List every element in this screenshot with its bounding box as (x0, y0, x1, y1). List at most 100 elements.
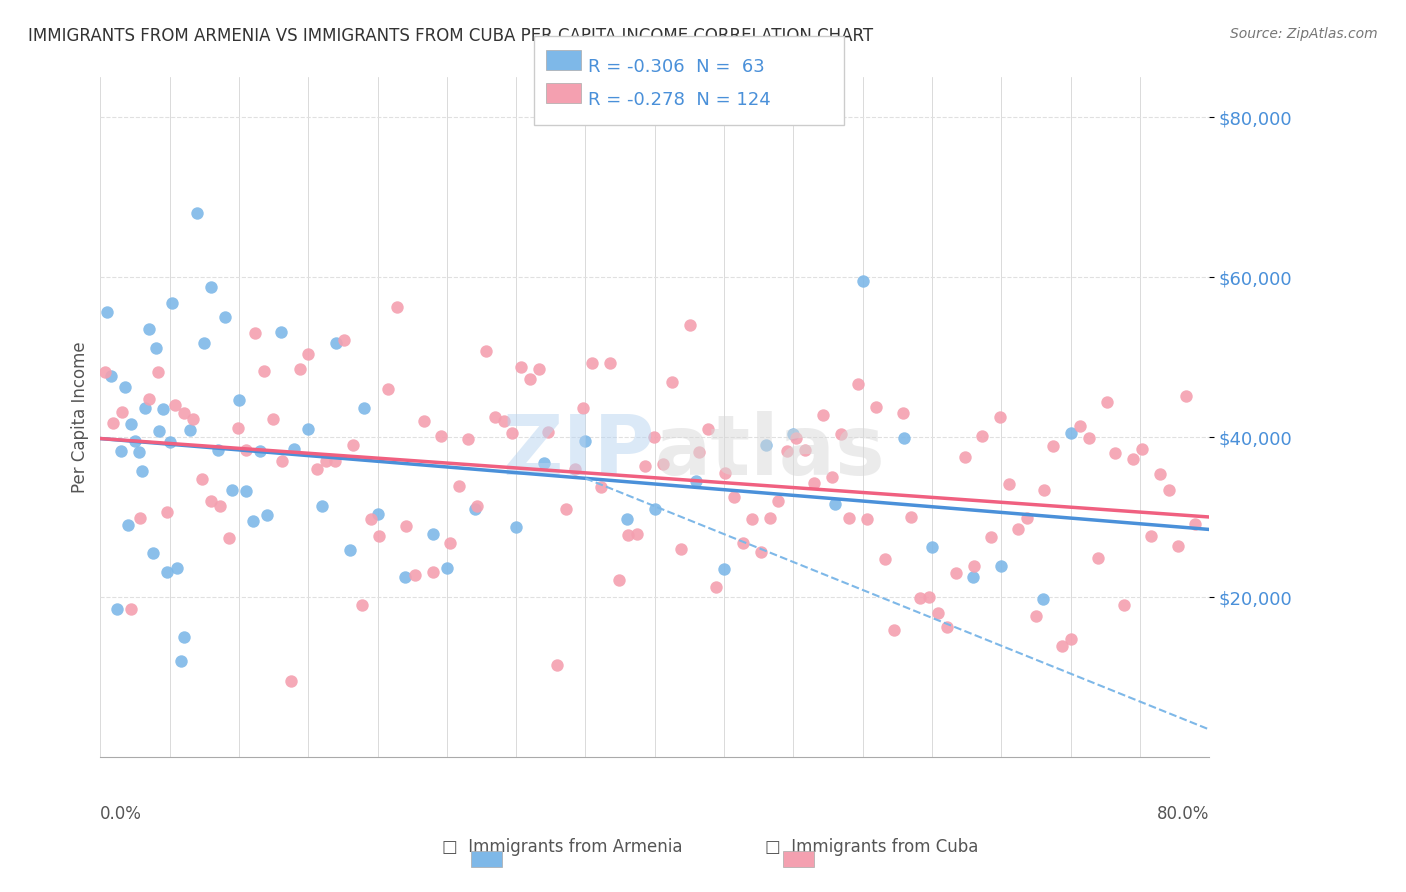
Point (749, 545, 772, 559)
Point (155, 505, 177, 519)
Point (152, 401, 174, 416)
Point (475, 344, 498, 359)
Point (990, 559, 1012, 574)
Point (368, 529, 391, 543)
Point (124, 434, 146, 448)
Point (910, 591, 932, 606)
Point (105, 602, 128, 616)
Point (936, 620, 959, 634)
Point (501, 426, 523, 441)
Point (714, 466, 737, 480)
Point (186, 205, 208, 219)
Point (574, 434, 596, 448)
Point (554, 502, 576, 516)
Point (921, 540, 943, 554)
Point (193, 336, 215, 351)
Point (245, 326, 267, 341)
Point (207, 443, 229, 458)
Point (131, 464, 153, 478)
Point (918, 590, 941, 604)
Point (191, 472, 214, 486)
Point (165, 398, 187, 412)
Text: 0.0%: 0.0% (100, 805, 142, 823)
Point (1095, 395, 1118, 409)
Point (634, 459, 657, 474)
Point (755, 438, 778, 452)
Point (114, 380, 136, 394)
Point (564, 462, 586, 476)
Point (221, 483, 243, 497)
Point (394, 570, 416, 584)
Point (1077, 431, 1099, 445)
Point (661, 375, 683, 389)
Point (505, 520, 527, 534)
Point (572, 401, 595, 415)
Point (484, 409, 506, 424)
Point (643, 430, 665, 444)
Point (288, 361, 311, 376)
Point (669, 542, 692, 557)
Point (142, 546, 165, 560)
Point (830, 426, 852, 441)
Point (307, 462, 329, 476)
Point (652, 458, 675, 472)
Point (824, 497, 846, 511)
Point (1042, 439, 1064, 453)
Point (679, 318, 702, 333)
Point (339, 542, 361, 557)
Point (93, 365, 115, 379)
Point (713, 562, 735, 576)
Point (510, 360, 533, 375)
Point (626, 527, 648, 541)
Point (134, 401, 156, 416)
Point (741, 512, 763, 526)
Point (1130, 442, 1153, 456)
Point (1114, 598, 1136, 612)
Point (803, 476, 825, 491)
Point (527, 361, 550, 376)
Point (439, 536, 461, 550)
Point (162, 295, 184, 310)
Point (146, 365, 169, 379)
Point (852, 274, 875, 288)
Point (1025, 609, 1047, 624)
Point (883, 623, 905, 637)
Point (1032, 591, 1054, 606)
Point (465, 500, 488, 514)
Point (846, 377, 869, 392)
Point (256, 508, 278, 522)
Point (591, 480, 613, 494)
Point (449, 479, 471, 493)
Y-axis label: Per Capita Income: Per Capita Income (72, 342, 89, 493)
Point (395, 518, 418, 533)
Point (159, 434, 181, 449)
Point (422, 526, 444, 541)
Point (235, 442, 257, 457)
Text: atlas: atlas (655, 411, 886, 491)
Point (228, 392, 250, 407)
Point (148, 424, 170, 438)
Point (972, 428, 994, 442)
Point (533, 456, 555, 470)
Point (1087, 550, 1109, 565)
Text: R = -0.278  N = 124: R = -0.278 N = 124 (588, 91, 770, 109)
Point (156, 566, 179, 580)
Point (117, 518, 139, 533)
Point (945, 566, 967, 580)
Point (457, 432, 479, 446)
Point (311, 500, 333, 514)
Point (893, 431, 915, 445)
Point (1069, 418, 1091, 433)
Point (111, 405, 134, 419)
Point (138, 392, 160, 406)
Point (235, 484, 257, 499)
Point (436, 560, 458, 574)
Point (297, 422, 319, 436)
Point (546, 657, 568, 672)
Point (492, 414, 515, 428)
Point (208, 499, 231, 513)
Text: Source: ZipAtlas.com: Source: ZipAtlas.com (1230, 27, 1378, 41)
Point (616, 511, 638, 525)
Point (120, 601, 142, 615)
Point (430, 429, 453, 443)
